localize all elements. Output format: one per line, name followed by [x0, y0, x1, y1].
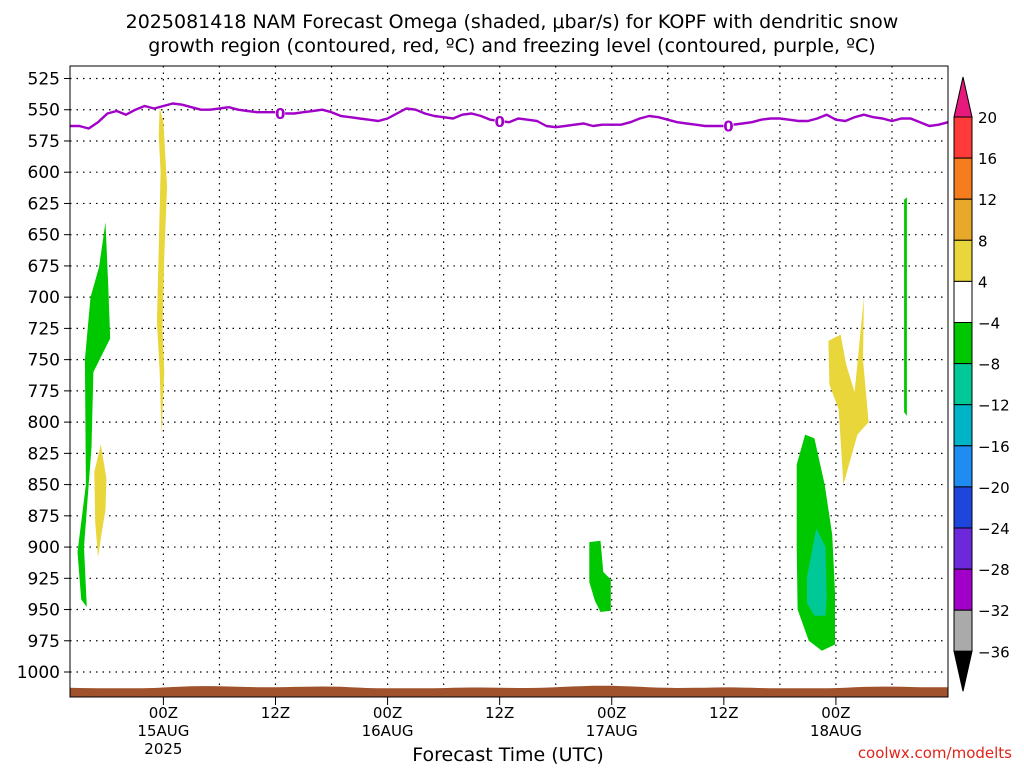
freezing-level-label: 0 — [494, 113, 504, 131]
x-tick-date: 18AUG — [810, 722, 862, 740]
y-tick-label: 875 — [28, 507, 60, 527]
y-tick-label: 625 — [28, 194, 60, 214]
y-tick-label: 800 — [28, 413, 60, 433]
colorbar-label: −8 — [978, 356, 1000, 374]
colorbar-top-arrow — [953, 76, 973, 118]
freezing-level-label-bg — [275, 105, 286, 120]
y-tick-label: 900 — [28, 538, 60, 558]
colorbar-swatch-8 — [953, 404, 973, 447]
chart-title-line-2: growth region (contoured, red, ºC) and f… — [148, 35, 876, 57]
colorbar-swatch-1 — [953, 116, 973, 159]
omega-region-8 — [904, 197, 907, 416]
colorbar-label: −24 — [978, 520, 1010, 538]
colorbar-swatch-9 — [953, 445, 973, 488]
colorbar-label: 16 — [978, 150, 997, 168]
site-credit: coolwx.com/modelts — [857, 744, 1012, 762]
y-tick-label: 600 — [28, 163, 60, 183]
colorbar-swatch-2 — [953, 157, 973, 200]
x-tick-label: 00Z — [149, 704, 178, 722]
y-tick-label: 575 — [28, 132, 60, 152]
freezing-level-line — [70, 102, 948, 130]
y-tick-label: 700 — [28, 288, 60, 308]
omega-region-3 — [156, 107, 168, 435]
omega-shading — [70, 102, 948, 690]
x-tick-date: 17AUG — [586, 722, 638, 740]
y-tick-label: 825 — [28, 444, 60, 464]
colorbar-bottom-arrow — [953, 650, 973, 692]
y-tick-label: 550 — [28, 101, 60, 121]
freezing-level-label-bg — [494, 113, 505, 128]
y-tick-label: 725 — [28, 319, 60, 339]
colorbar-swatch-3 — [953, 198, 973, 241]
chart-title-line-1: 2025081418 NAM Forecast Omega (shaded, μ… — [125, 11, 899, 33]
colorbar-swatch-10 — [953, 486, 973, 529]
x-tick-label: 00Z — [821, 704, 850, 722]
colorbar-label: 4 — [978, 273, 988, 291]
freezing-level-label: 0 — [275, 105, 285, 123]
omega-region-6 — [807, 528, 827, 616]
colorbar-label: −16 — [978, 438, 1010, 456]
colorbar-swatch-13 — [953, 609, 973, 652]
y-tick-label: 775 — [28, 382, 60, 402]
y-tick-label: 650 — [28, 226, 60, 246]
colorbar-swatch-11 — [953, 527, 973, 570]
omega-region-2 — [94, 444, 107, 558]
y-tick-label: 925 — [28, 569, 60, 589]
x-tick-date: 15AUG — [137, 722, 189, 740]
colorbar-swatch-12 — [953, 568, 973, 611]
colorbar-swatch-6 — [953, 322, 973, 365]
y-tick-label: 850 — [28, 476, 60, 496]
colorbar-label: 12 — [978, 191, 997, 209]
colorbar-label: −36 — [978, 643, 1010, 661]
y-tick-label: 975 — [28, 632, 60, 652]
y-tick-label: 525 — [28, 69, 60, 89]
colorbar-label: −32 — [978, 602, 1010, 620]
colorbar-label: 20 — [978, 109, 997, 127]
omega-region-1 — [77, 222, 111, 607]
omega-region-4 — [589, 540, 611, 612]
omega-region-7 — [828, 297, 869, 485]
colorbar-swatch-7 — [953, 363, 973, 406]
x-tick-label: 12Z — [261, 704, 290, 722]
y-tick-label: 675 — [28, 257, 60, 277]
colorbar-swatch-4 — [953, 239, 973, 282]
freezing-level-label: 0 — [723, 117, 733, 135]
x-tick-year: 2025 — [144, 740, 182, 758]
x-tick-label: 00Z — [597, 704, 626, 722]
ground-surface — [70, 688, 948, 697]
y-tick-label: 950 — [28, 601, 60, 621]
colorbar-label: −4 — [978, 315, 1000, 333]
x-tick-label: 00Z — [373, 704, 402, 722]
x-tick-date: 16AUG — [362, 722, 414, 740]
y-tick-label: 750 — [28, 351, 60, 371]
colorbar-label: 8 — [978, 232, 988, 250]
colorbar-label: −28 — [978, 561, 1010, 579]
y-tick-label: 1000 — [17, 663, 60, 683]
x-axis-label: Forecast Time (UTC) — [412, 744, 604, 766]
x-tick-label: 12Z — [709, 704, 738, 722]
colorbar-label: −12 — [978, 397, 1010, 415]
x-tick-label: 12Z — [485, 704, 514, 722]
freezing-level-label-bg — [723, 118, 734, 133]
colorbar-label: −20 — [978, 479, 1010, 497]
colorbar-swatch-5 — [953, 280, 973, 323]
plot-frame — [69, 65, 949, 698]
